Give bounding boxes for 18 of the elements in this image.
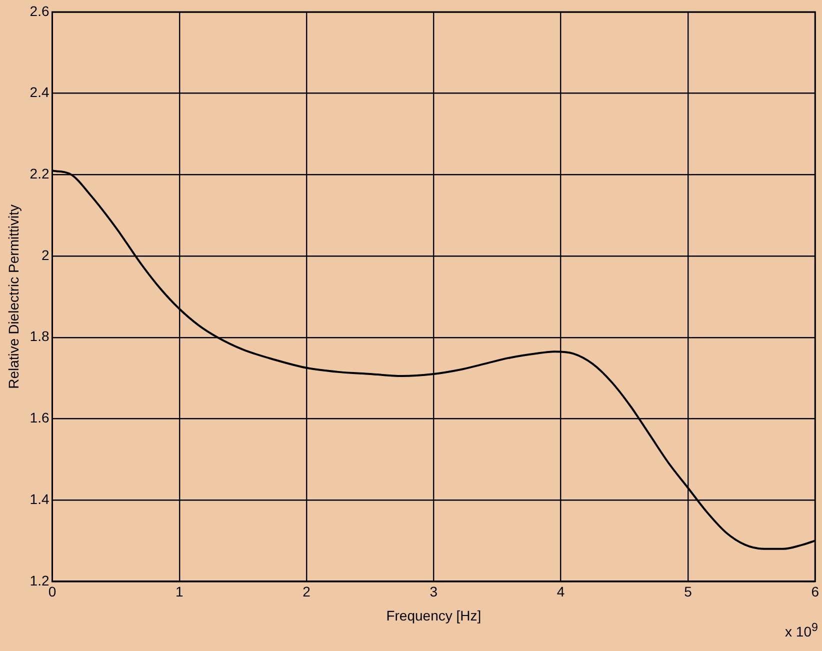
y-tick-label: 1.2: [30, 572, 50, 588]
y-axis-title: Relative Dielectric Permittivity: [5, 204, 22, 389]
y-tick-label: 1.8: [30, 328, 50, 344]
y-tick-label: 1.6: [30, 410, 50, 426]
y-tick-label: 1.4: [30, 490, 50, 507]
y-tick-label: 2.6: [30, 2, 50, 19]
x-tick-label: 5: [684, 584, 692, 600]
text: x 10$^{9}$: [785, 621, 818, 640]
y-tick-label: 2.2: [30, 166, 50, 182]
x-tick-label: 4: [556, 584, 565, 600]
y-tick-label: 2.4: [30, 84, 50, 100]
x-tick-label: 2: [302, 584, 311, 600]
x-tick-label: 6: [811, 584, 820, 600]
x-axis-title: Frequency [Hz]: [386, 607, 482, 624]
x-tick-label: 1: [176, 584, 184, 600]
x-tick-label: 0: [48, 584, 56, 600]
x-tick-label: 3: [430, 584, 438, 600]
y-tick-label: 2: [41, 246, 50, 263]
